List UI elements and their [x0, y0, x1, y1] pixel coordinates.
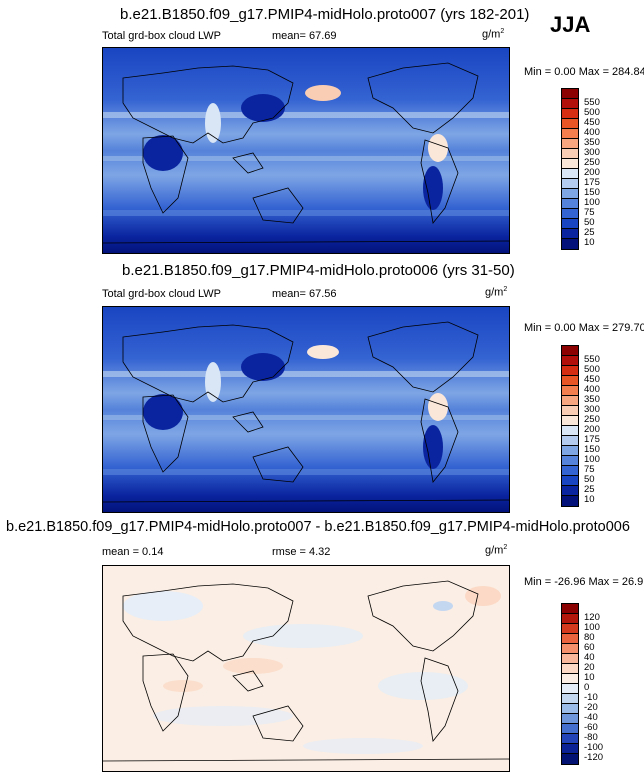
panel-2-level-12: 50 — [584, 474, 595, 485]
panel-1-level-9: 150 — [584, 187, 600, 198]
panel-1-title: b.e21.B1850.f09_g17.PMIP4-midHolo.proto0… — [120, 6, 530, 23]
panel-1-variable-label: Total grd-box cloud LWP — [102, 30, 222, 42]
panel-2-level-3: 400 — [584, 384, 600, 395]
panel-2-level-8: 175 — [584, 434, 600, 445]
panel-1-level-12: 50 — [584, 217, 595, 228]
panel-3-level-10: -40 — [584, 712, 598, 723]
panel-2-minmax: Min = 0.00 Max = 279.70 — [524, 322, 644, 334]
panel-2-level-14: 10 — [584, 494, 595, 505]
panel-1-minmax: Min = 0.00 Max = 284.84 — [524, 66, 644, 78]
panel-2-colorbar — [561, 345, 579, 507]
panel-1-level-4: 350 — [584, 137, 600, 148]
panel-3-level-11: -60 — [584, 722, 598, 733]
panel-3-map-svg — [103, 566, 509, 771]
panel-3-minmax: Min = -26.96 Max = 26.91 — [524, 576, 644, 588]
panel-2-level-2: 450 — [584, 374, 600, 385]
panel-3-colorbar — [561, 603, 579, 765]
panel-3-level-0: 120 — [584, 612, 600, 623]
panel-2-mean: mean= 67.56 — [272, 288, 337, 300]
panel-1-level-11: 75 — [584, 207, 595, 218]
panel-2-map — [102, 306, 510, 513]
panel-2-level-0: 550 — [584, 354, 600, 365]
panel-2-level-10: 100 — [584, 454, 600, 465]
panel-2-map-svg — [103, 307, 509, 512]
panel-3-level-9: -20 — [584, 702, 598, 713]
panel-2-level-6: 250 — [584, 414, 600, 425]
panel-3-coastlines — [103, 580, 509, 762]
panel-2-level-9: 150 — [584, 444, 600, 455]
panel-2-units: g/m2 — [485, 286, 508, 299]
panel-2-level-7: 200 — [584, 424, 600, 435]
panel-1-level-3: 400 — [584, 127, 600, 138]
panel-3-mean: mean = 0.14 — [102, 546, 164, 558]
panel-1-level-1: 500 — [584, 107, 600, 118]
panel-3-level-4: 40 — [584, 652, 595, 663]
panel-2-coastlines — [103, 321, 509, 503]
panel-1-level-7: 200 — [584, 167, 600, 178]
panel-2-title: b.e21.B1850.f09_g17.PMIP4-midHolo.proto0… — [122, 262, 515, 279]
panel-2-level-13: 25 — [584, 484, 595, 495]
panel-3-level-6: 10 — [584, 672, 595, 683]
panel-2-variable-label: Total grd-box cloud LWP — [102, 288, 222, 300]
panel-1-level-13: 25 — [584, 227, 595, 238]
panel-1-mean: mean= 67.69 — [272, 30, 337, 42]
panel-3-level-12: -80 — [584, 732, 598, 743]
panel-3-title: b.e21.B1850.f09_g17.PMIP4-midHolo.proto0… — [6, 519, 630, 535]
panel-3-level-5: 20 — [584, 662, 595, 673]
panel-3-units: g/m2 — [485, 544, 508, 557]
panel-3-level-3: 60 — [584, 642, 595, 653]
panel-1-level-6: 250 — [584, 157, 600, 168]
panel-1-map — [102, 47, 510, 254]
panel-3-rmse: rmse = 4.32 — [272, 546, 331, 558]
panel-3-level-8: -10 — [584, 692, 598, 703]
panel-1-level-8: 175 — [584, 177, 600, 188]
panel-1-colorbar — [561, 88, 579, 250]
panel-1-level-2: 450 — [584, 117, 600, 128]
panel-2-level-4: 350 — [584, 394, 600, 405]
season-label: JJA — [550, 12, 591, 37]
panel-3-map — [102, 565, 510, 772]
panel-3-level-2: 80 — [584, 632, 595, 643]
panel-1-level-5: 300 — [584, 147, 600, 158]
panel-3-level-1: 100 — [584, 622, 600, 633]
panel-3-level-7: 0 — [584, 682, 590, 693]
panel-2-level-1: 500 — [584, 364, 600, 375]
panel-1-level-0: 550 — [584, 97, 600, 108]
panel-1-units: g/m2 — [482, 28, 505, 41]
panel-1-level-10: 100 — [584, 197, 600, 208]
panel-1-level-14: 10 — [584, 237, 595, 248]
panel-2-level-5: 300 — [584, 404, 600, 415]
panel-2-level-11: 75 — [584, 464, 595, 475]
panel-3-level-14: -120 — [584, 752, 604, 763]
panel-3-level-13: -100 — [584, 742, 604, 753]
panel-1-map-svg — [103, 48, 509, 253]
panel-1-coastlines — [103, 62, 509, 244]
